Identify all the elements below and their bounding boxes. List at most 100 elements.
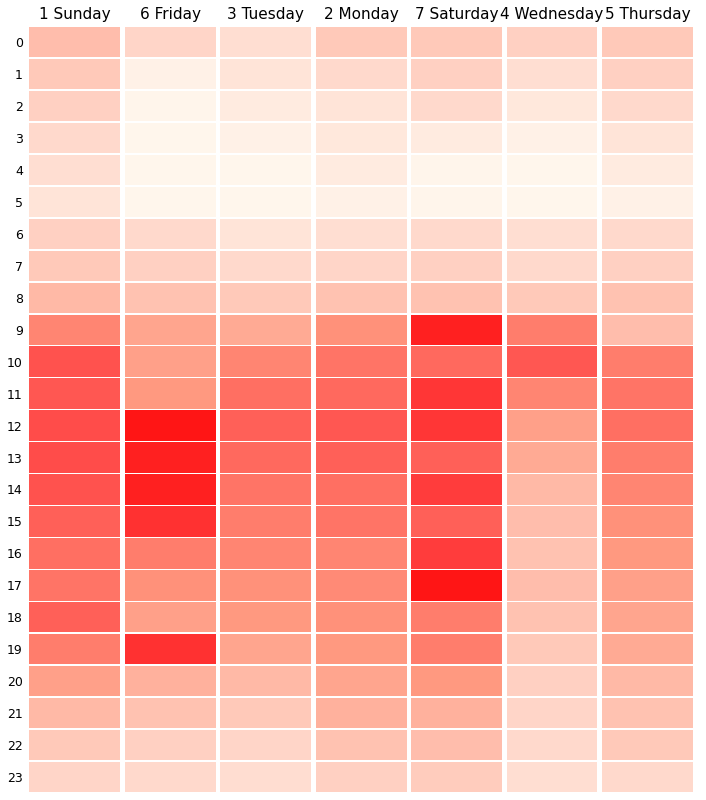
Bar (125, 474, 215, 505)
Bar (30, 27, 120, 58)
Bar (220, 378, 311, 409)
Bar (30, 59, 120, 90)
Bar (316, 59, 407, 90)
Bar (316, 698, 407, 728)
Bar (316, 442, 407, 473)
Bar (507, 442, 597, 473)
Bar (507, 250, 597, 281)
Bar (220, 154, 311, 185)
Bar (316, 154, 407, 185)
Bar (220, 314, 311, 345)
Bar (125, 282, 215, 313)
Bar (125, 346, 215, 377)
Bar (412, 410, 502, 441)
Bar (316, 27, 407, 58)
Bar (316, 762, 407, 792)
Bar (220, 474, 311, 505)
Bar (412, 474, 502, 505)
Bar (507, 666, 597, 696)
Bar (412, 602, 502, 633)
Bar (412, 346, 502, 377)
Bar (125, 27, 215, 58)
Bar (507, 474, 597, 505)
Bar (316, 218, 407, 249)
Bar (507, 730, 597, 760)
Bar (316, 570, 407, 601)
Bar (602, 250, 693, 281)
Bar (30, 442, 120, 473)
Bar (507, 570, 597, 601)
Bar (507, 59, 597, 90)
Bar (412, 762, 502, 792)
Bar (602, 410, 693, 441)
Bar (412, 250, 502, 281)
Bar (412, 282, 502, 313)
Bar (602, 762, 693, 792)
Bar (602, 122, 693, 153)
Bar (412, 218, 502, 249)
Bar (316, 538, 407, 569)
Bar (602, 442, 693, 473)
Bar (220, 282, 311, 313)
Bar (507, 634, 597, 665)
Bar (602, 506, 693, 537)
Bar (30, 186, 120, 217)
Bar (220, 27, 311, 58)
Bar (412, 154, 502, 185)
Bar (316, 410, 407, 441)
Bar (220, 570, 311, 601)
Bar (316, 602, 407, 633)
Bar (412, 442, 502, 473)
Bar (30, 666, 120, 696)
Bar (602, 186, 693, 217)
Bar (602, 666, 693, 696)
Bar (125, 602, 215, 633)
Bar (220, 506, 311, 537)
Bar (30, 91, 120, 121)
Bar (507, 91, 597, 121)
Bar (412, 27, 502, 58)
Bar (602, 346, 693, 377)
Bar (125, 762, 215, 792)
Bar (30, 730, 120, 760)
Bar (220, 250, 311, 281)
Bar (316, 186, 407, 217)
Bar (602, 27, 693, 58)
Bar (30, 602, 120, 633)
Bar (507, 698, 597, 728)
Bar (30, 698, 120, 728)
Bar (220, 410, 311, 441)
Bar (412, 570, 502, 601)
Bar (412, 378, 502, 409)
Bar (220, 538, 311, 569)
Bar (220, 602, 311, 633)
Bar (412, 730, 502, 760)
Bar (125, 250, 215, 281)
Bar (220, 442, 311, 473)
Bar (220, 730, 311, 760)
Bar (412, 122, 502, 153)
Bar (30, 506, 120, 537)
Bar (125, 410, 215, 441)
Bar (30, 282, 120, 313)
Bar (220, 59, 311, 90)
Bar (412, 186, 502, 217)
Bar (507, 122, 597, 153)
Bar (507, 218, 597, 249)
Bar (316, 634, 407, 665)
Bar (507, 346, 597, 377)
Bar (507, 154, 597, 185)
Bar (602, 91, 693, 121)
Bar (316, 346, 407, 377)
Bar (316, 314, 407, 345)
Bar (125, 698, 215, 728)
Bar (602, 282, 693, 313)
Bar (602, 602, 693, 633)
Bar (220, 186, 311, 217)
Bar (125, 730, 215, 760)
Bar (220, 122, 311, 153)
Bar (220, 666, 311, 696)
Bar (412, 698, 502, 728)
Bar (602, 59, 693, 90)
Bar (30, 378, 120, 409)
